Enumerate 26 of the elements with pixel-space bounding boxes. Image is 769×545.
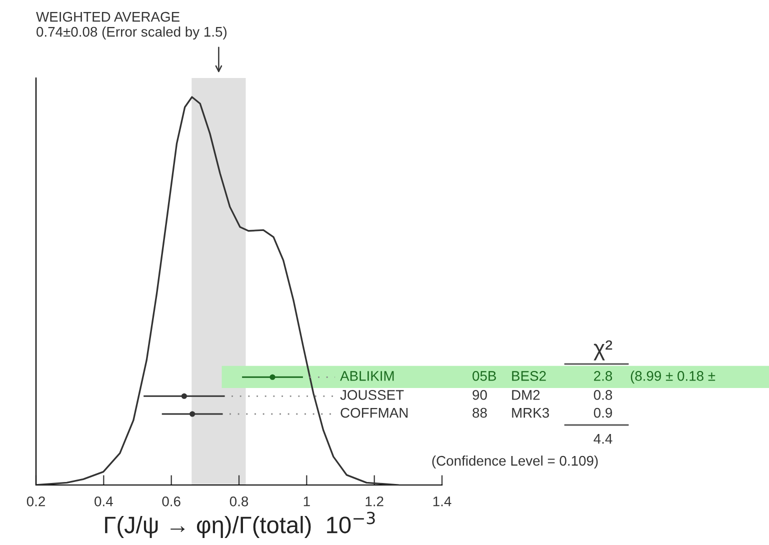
- x-axis-title: Γ(J/ψ → φη)/Γ(total) 10$^{−3}$: [105, 512, 375, 538]
- x-tick-label: 0.8: [230, 496, 248, 506]
- text: 0.9: [594, 408, 612, 418]
- x-tick-label: 1.4: [433, 496, 452, 506]
- text: χ²: [594, 340, 612, 360]
- text: COFFMAN: [340, 408, 408, 418]
- x-tick-label: 1.2: [366, 496, 384, 506]
- text: 0.8: [594, 390, 612, 400]
- x-tick-label: 0.2: [26, 496, 45, 506]
- text: (8.99 ± 0.18 ±: [630, 370, 716, 384]
- chart-title: WEIGHTED AVERAGE: [36, 12, 180, 22]
- annotation: (Confidence Level = 0.109): [432, 456, 598, 468]
- text: 88: [472, 408, 487, 418]
- text: 4.4: [594, 434, 612, 444]
- text: BES2: [512, 371, 546, 381]
- text: ABLIKIM: [340, 371, 394, 381]
- text: 2.8: [594, 371, 612, 381]
- x-tick-label: 0.4: [94, 496, 113, 506]
- text: 05B: [472, 371, 496, 381]
- x-tick-label: 0.6: [162, 496, 180, 506]
- text: JOUSSET: [340, 390, 404, 400]
- text: 90: [472, 390, 487, 400]
- text: DM2: [512, 390, 540, 400]
- chart-subtitle: 0.74±0.08 (Error scaled by 1.5): [36, 26, 226, 40]
- text: MRK3: [512, 408, 549, 418]
- x-tick-label: 1: [304, 496, 310, 506]
